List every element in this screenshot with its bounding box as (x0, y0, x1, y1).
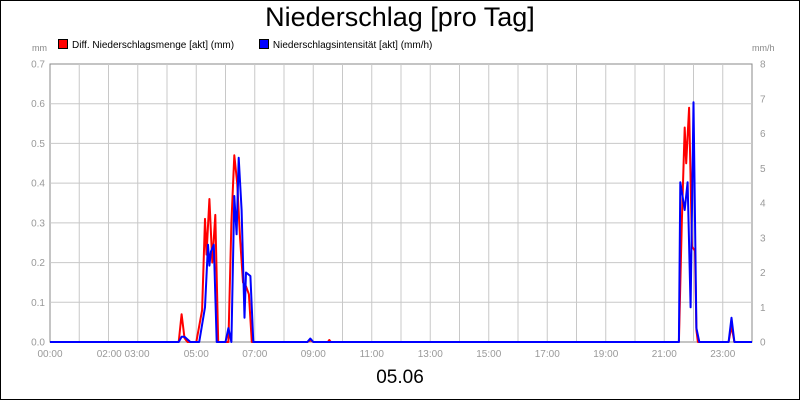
x-tick-label: 09:00 (301, 349, 326, 360)
date-label: 05.06 (376, 367, 424, 388)
legend: Diff. Niederschlagsmenge [akt] (mm) Nied… (58, 39, 454, 51)
x-tick-label: 02:00 03:00 (97, 349, 150, 360)
right-y-tick-label: 7 (760, 94, 766, 105)
legend-swatch-red (58, 39, 68, 49)
left-y-tick-label: 0.7 (31, 60, 45, 71)
x-tick-label: 13:00 (418, 349, 443, 360)
legend-swatch-blue (258, 39, 269, 49)
left-y-tick-label: 0.3 (31, 218, 45, 229)
left-axis-unit: mm (32, 43, 47, 53)
right-y-tick-label: 6 (760, 129, 766, 140)
x-tick-label: 17:00 (535, 349, 560, 360)
legend-label-intensitaet: Niederschlagsintensität [akt] (mm/h) (272, 40, 433, 51)
x-tick-label: 07:00 (242, 349, 267, 360)
x-tick-label: 23:00 (710, 349, 735, 360)
legend-item-menge: Diff. Niederschlagsmenge [akt] (mm) (58, 39, 234, 51)
left-y-tick-label: 0.4 (31, 179, 45, 190)
series-line-intensitaet (50, 101, 752, 343)
x-tick-label: 21:00 (652, 349, 677, 360)
right-axis-unit: mm/h (752, 43, 775, 53)
left-y-tick-label: 0.1 (31, 298, 45, 309)
x-tick-label: 19:00 (593, 349, 618, 360)
x-tick-label: 05:00 (184, 349, 209, 360)
x-tick-label: 11:00 (360, 349, 385, 360)
series-line-menge (50, 106, 752, 343)
right-y-tick-label: 0 (760, 338, 766, 349)
x-tick-label: 00:00 (37, 349, 62, 360)
right-y-tick-label: 4 (760, 199, 766, 210)
left-y-tick-label: 0.0 (31, 338, 45, 349)
right-y-tick-label: 1 (760, 303, 766, 314)
left-y-tick-label: 0.2 (31, 258, 45, 269)
right-y-tick-label: 2 (760, 268, 766, 279)
legend-item-intensitaet: Niederschlagsintensität [akt] (mm/h) (258, 39, 433, 51)
right-y-tick-label: 5 (760, 164, 766, 175)
left-y-tick-label: 0.5 (31, 139, 45, 150)
chart-title: Niederschlag [pro Tag] (265, 2, 535, 32)
right-y-tick-label: 3 (760, 233, 766, 244)
left-y-tick-label: 0.6 (31, 99, 45, 110)
right-y-tick-label: 8 (760, 60, 766, 71)
legend-label-menge: Diff. Niederschlagsmenge [akt] (mm) (72, 40, 235, 51)
x-tick-label: 15:00 (476, 349, 501, 360)
